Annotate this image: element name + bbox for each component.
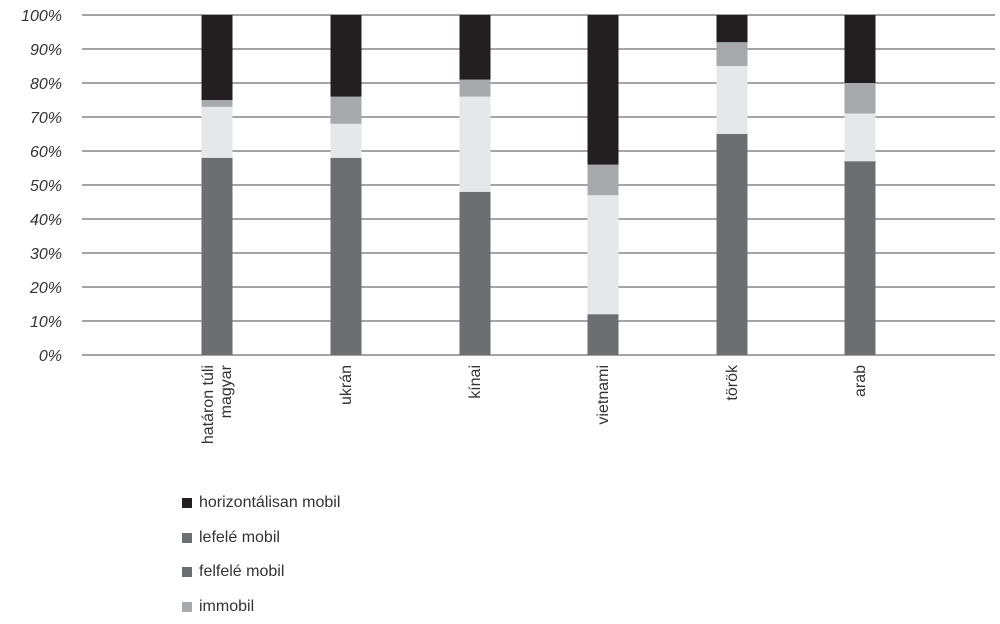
x-tick-label-line: vietnami (595, 365, 612, 425)
bar-segment (845, 161, 876, 355)
legend: horizontálisan mobil lefelé mobil felfel… (182, 486, 340, 624)
bar-segment (717, 42, 748, 66)
bar-segment (202, 100, 233, 107)
y-tick-label: 50% (30, 178, 62, 195)
bar-segment (202, 107, 233, 158)
x-tick-label-line: kínai (467, 365, 484, 399)
bar-segment (460, 80, 491, 97)
x-tick-label: kínai (467, 365, 484, 399)
x-tick-label-line: magyar (218, 364, 235, 418)
y-tick-label: 80% (30, 76, 62, 93)
x-tick-label: vietnami (595, 365, 612, 425)
legend-item-horizontal: horizontálisan mobil (182, 486, 340, 521)
bar-segment (588, 195, 619, 314)
y-tick-label: 20% (29, 280, 62, 297)
x-tick-label-line: ukrán (338, 365, 355, 405)
bar-segment (845, 83, 876, 114)
y-tick-label: 70% (30, 110, 62, 127)
legend-swatch-downward (182, 533, 192, 543)
bar-segment (588, 165, 619, 196)
y-tick-label: 40% (30, 212, 62, 229)
bar-segment (460, 97, 491, 192)
bar-segment (460, 192, 491, 355)
legend-item-immobile: immobil (182, 590, 340, 624)
y-tick-label: 10% (30, 314, 62, 331)
legend-label-upward: felfelé mobil (199, 563, 284, 581)
y-tick-label: 30% (30, 246, 62, 263)
x-tick-label-line: török (724, 364, 741, 401)
legend-label-horizontal: horizontálisan mobil (199, 494, 340, 512)
legend-swatch-immobile (182, 602, 192, 612)
x-tick-label: ukrán (338, 365, 355, 405)
bar-segment (845, 15, 876, 83)
legend-swatch-upward (182, 567, 192, 577)
x-tick-label-line: arab (852, 365, 869, 397)
y-tick-label: 90% (30, 42, 62, 59)
bar-segment (331, 97, 362, 124)
y-tick-label: 100% (21, 8, 62, 25)
legend-label-downward: lefelé mobil (199, 529, 280, 547)
bar-segment (588, 15, 619, 165)
x-tick-label: arab (852, 365, 869, 397)
y-tick-label: 60% (30, 144, 62, 161)
bar-segment (202, 158, 233, 355)
legend-item-upward: felfelé mobil (182, 555, 340, 590)
legend-item-downward: lefelé mobil (182, 521, 340, 556)
legend-label-immobile: immobil (199, 598, 254, 616)
bar-segment (588, 314, 619, 355)
bar-segment (845, 114, 876, 162)
bar-segment (331, 15, 362, 97)
x-tick-label: határon túlimagyar (200, 364, 235, 444)
x-tick-label-line: határon túli (200, 365, 217, 444)
bar-segment (331, 124, 362, 158)
y-tick-label: 0% (39, 348, 62, 365)
bar-segment (717, 15, 748, 42)
x-tick-label: török (724, 364, 741, 401)
bar-segment (202, 15, 233, 100)
bar-segment (717, 134, 748, 355)
bar-segment (717, 66, 748, 134)
chart: 0% 10% 20% 30% 40% 50% 60% 70% 80% 90% 100% határon… (0, 0, 1000, 606)
legend-swatch-horizontal (182, 498, 192, 508)
bar-segment (460, 15, 491, 80)
bar-segment (331, 158, 362, 355)
